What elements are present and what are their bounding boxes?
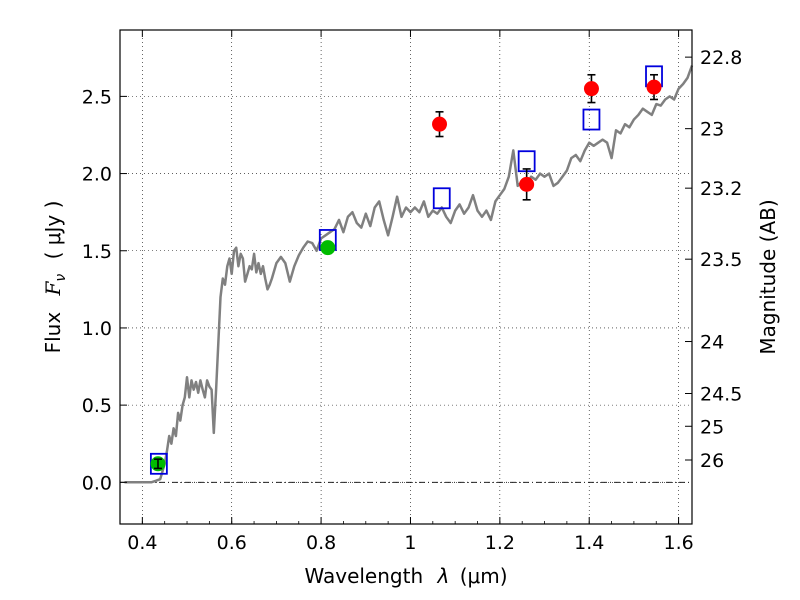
observed-point bbox=[320, 240, 336, 256]
y-axis-title: Flux Fν ( μJy ) bbox=[41, 201, 70, 354]
x-tick-label: 0.4 bbox=[127, 532, 157, 554]
y-right-axis-title: Magnitude (AB) bbox=[756, 199, 780, 354]
mag-tick-label: 22.8 bbox=[700, 47, 742, 69]
y-tick-label: 2.5 bbox=[82, 86, 112, 108]
mag-tick-label: 24.5 bbox=[700, 383, 742, 405]
y-tick-label: 0.0 bbox=[82, 472, 112, 494]
observed-point bbox=[646, 79, 662, 95]
y-tick-label: 1.0 bbox=[82, 318, 112, 340]
mag-tick-label: 25 bbox=[700, 416, 724, 438]
y-tick-label: 1.5 bbox=[82, 241, 112, 263]
mag-tick-label: 24 bbox=[700, 332, 724, 354]
mag-tick-label: 23.5 bbox=[700, 249, 742, 271]
model-photometry-box bbox=[432, 187, 451, 210]
x-tick-label: 1 bbox=[404, 532, 416, 554]
model-photometry-box bbox=[582, 108, 601, 131]
x-tick-label: 1.6 bbox=[663, 532, 693, 554]
x-tick-label: 1.4 bbox=[574, 532, 604, 554]
y-tick-label: 0.5 bbox=[82, 395, 112, 417]
x-axis-title: Wavelength λ (μm) bbox=[304, 564, 507, 588]
plot-border bbox=[119, 29, 693, 525]
template-sed-line bbox=[124, 65, 694, 484]
plot-frame bbox=[119, 29, 693, 525]
x-tick-label: 0.8 bbox=[306, 532, 336, 554]
axis-ticks: 0.4 0.6 0.8 1 1.2 1.4 1.6 0.0 0.5 1.0 1.5 2.0 2.5 22.… bbox=[82, 30, 742, 554]
mag-tick-label: 26 bbox=[700, 450, 724, 472]
template-sed bbox=[124, 65, 694, 484]
mag-tick-label: 23.2 bbox=[700, 178, 742, 200]
y-tick-label: 2.0 bbox=[82, 164, 112, 186]
mag-tick-label: 23 bbox=[700, 119, 724, 141]
observed-photometry bbox=[150, 73, 662, 472]
grid bbox=[120, 30, 692, 524]
observed-point bbox=[519, 176, 535, 192]
x-tick-label: 1.2 bbox=[485, 532, 515, 554]
observed-point bbox=[432, 116, 448, 132]
x-tick-label: 0.6 bbox=[217, 532, 247, 554]
observed-point bbox=[583, 81, 599, 97]
